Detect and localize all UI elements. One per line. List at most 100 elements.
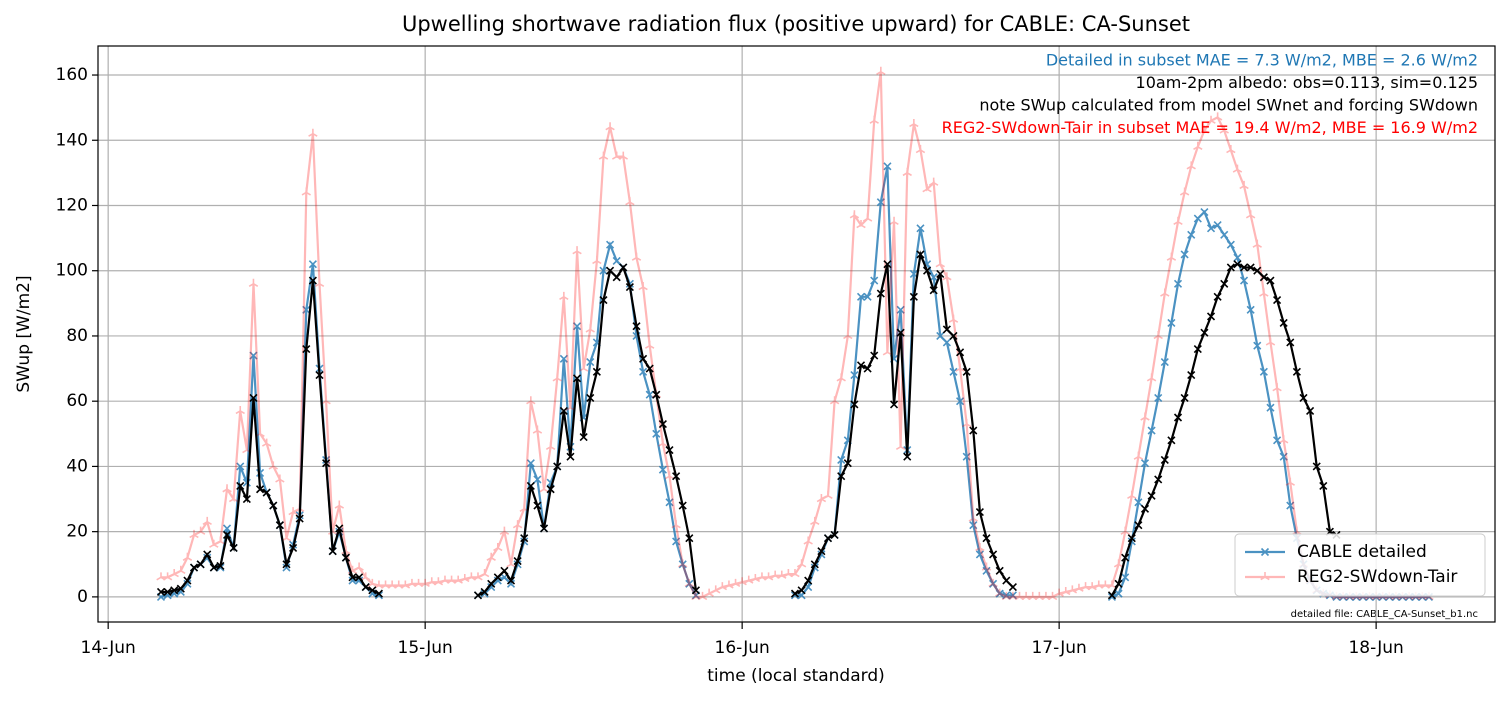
marker	[348, 573, 357, 582]
marker	[606, 266, 615, 275]
y-tick-label: 0	[77, 587, 88, 607]
marker	[486, 552, 496, 561]
marker	[1167, 436, 1176, 445]
marker	[942, 325, 951, 334]
marker	[215, 536, 226, 545]
marker	[856, 361, 866, 370]
marker	[1199, 125, 1210, 134]
marker	[1286, 338, 1295, 347]
marker	[302, 344, 311, 354]
marker	[1061, 586, 1071, 596]
marker	[427, 577, 437, 586]
marker	[995, 566, 1004, 575]
marker	[413, 578, 424, 588]
marker	[355, 573, 364, 582]
marker	[1002, 591, 1011, 600]
marker	[1166, 252, 1177, 261]
marker	[1134, 521, 1143, 530]
marker	[1285, 477, 1295, 486]
marker	[1167, 318, 1176, 327]
marker	[1100, 580, 1111, 589]
marker	[969, 426, 978, 435]
marker	[533, 475, 542, 484]
marker	[717, 582, 728, 591]
marker	[546, 485, 555, 494]
series-line	[161, 71, 1429, 598]
marker	[572, 374, 582, 383]
marker	[929, 273, 938, 282]
marker	[810, 560, 819, 569]
marker	[229, 543, 238, 553]
marker	[1253, 266, 1262, 275]
marker	[1008, 583, 1017, 592]
marker	[1233, 253, 1242, 262]
marker	[156, 587, 166, 597]
marker	[1034, 591, 1045, 601]
marker	[248, 278, 259, 287]
annotation: 10am-2pm albedo: obs=0.113, sim=0.125	[1136, 73, 1478, 92]
marker	[1226, 263, 1235, 272]
marker	[929, 286, 938, 295]
marker	[1292, 367, 1301, 376]
marker	[948, 314, 959, 323]
marker	[1232, 164, 1243, 173]
marker	[545, 441, 556, 451]
marker	[1173, 413, 1183, 422]
marker	[678, 560, 687, 569]
marker	[189, 529, 199, 539]
marker	[1001, 591, 1012, 601]
marker	[975, 542, 985, 552]
marker	[606, 240, 615, 249]
marker	[1220, 279, 1229, 288]
annotation: note SWup calculated from model SWnet an…	[979, 96, 1478, 115]
marker	[1041, 591, 1051, 601]
marker	[1312, 462, 1321, 471]
marker	[612, 256, 621, 266]
marker	[499, 526, 510, 535]
marker	[182, 552, 193, 561]
marker	[1193, 344, 1202, 354]
marker	[586, 357, 595, 367]
marker	[572, 322, 582, 331]
marker	[889, 400, 899, 409]
marker	[170, 586, 179, 595]
marker	[903, 452, 912, 461]
marker	[968, 513, 978, 522]
marker	[962, 452, 971, 461]
marker	[506, 576, 516, 585]
marker	[1127, 490, 1137, 499]
marker	[209, 539, 219, 548]
marker	[301, 187, 311, 196]
x-tick-label: 18-Jun	[1348, 638, 1403, 658]
marker	[183, 579, 192, 588]
x-axis-label: time (local standard)	[707, 666, 885, 686]
marker	[618, 151, 628, 160]
series-line	[161, 250, 1337, 597]
marker	[1213, 220, 1222, 230]
marker	[539, 524, 549, 533]
marker	[1121, 553, 1130, 562]
marker	[1021, 591, 1031, 601]
marker	[1160, 455, 1169, 464]
marker	[796, 559, 807, 568]
marker	[433, 577, 444, 586]
marker	[856, 220, 866, 229]
marker	[1220, 230, 1229, 239]
marker	[744, 575, 754, 584]
marker	[961, 419, 972, 428]
marker	[335, 524, 344, 533]
marker	[493, 542, 503, 552]
marker	[1180, 250, 1189, 259]
marker	[242, 494, 251, 504]
marker	[612, 273, 621, 282]
marker	[1226, 145, 1236, 154]
marker	[235, 405, 245, 415]
marker	[916, 224, 925, 233]
marker	[955, 363, 965, 372]
marker	[896, 305, 905, 314]
marker	[222, 530, 232, 539]
marker	[261, 438, 272, 447]
marker	[308, 128, 318, 137]
y-tick-label: 140	[56, 130, 88, 150]
marker	[678, 501, 687, 510]
